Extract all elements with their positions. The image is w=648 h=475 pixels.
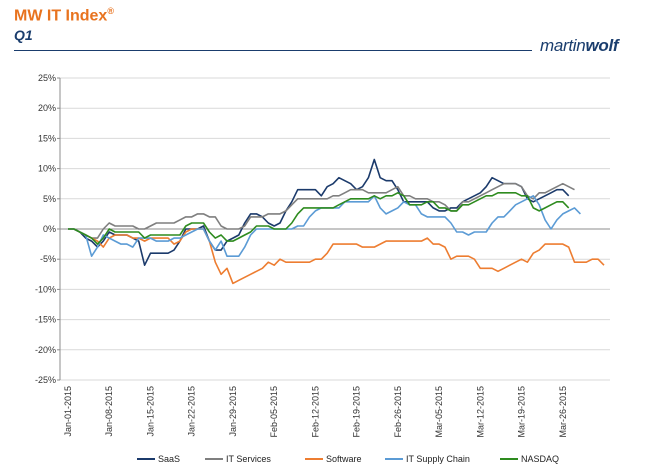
x-tick-label: Mar-05-2015 <box>434 386 444 438</box>
y-tick-label: -25% <box>35 375 56 385</box>
x-tick-label: Feb-05-2015 <box>269 386 279 438</box>
chart-title-text: MW IT Index <box>14 7 108 25</box>
x-tick-label: Feb-19-2015 <box>352 386 362 438</box>
y-tick-label: 15% <box>38 133 56 143</box>
chart-series <box>68 158 605 285</box>
chart-legend: SaaS IT Services Software IT Supply Chain NA… <box>137 454 559 464</box>
series-line-it-services <box>68 182 575 239</box>
x-tick-label: Jan-08-2015 <box>104 386 114 437</box>
x-tick-label: Mar-19-2015 <box>517 386 527 438</box>
logo-part1: martin <box>540 36 586 55</box>
x-tick-label: Feb-26-2015 <box>393 386 403 438</box>
y-tick-label: -10% <box>35 284 56 294</box>
y-tick-label: -20% <box>35 345 56 355</box>
y-tick-label: 20% <box>38 103 56 113</box>
x-tick-label: Jan-15-2015 <box>145 386 155 437</box>
legend-label: IT Services <box>226 454 271 464</box>
x-tick-label: Mar-12-2015 <box>475 386 485 438</box>
chart-title: MW IT Index® <box>14 6 114 25</box>
legend-label: IT Supply Chain <box>406 454 470 464</box>
y-tick-label: -15% <box>35 315 56 325</box>
series-line-saas <box>68 158 570 267</box>
registered-mark: ® <box>107 6 114 16</box>
legend-label: Software <box>326 454 362 464</box>
series-line-software <box>68 228 605 285</box>
x-axis-ticks: Jan-01-2015 Jan-08-2015 Jan-15-2015 Jan-22-… <box>63 386 568 438</box>
y-tick-label: 25% <box>38 73 56 83</box>
logo-part2: wolf <box>585 36 619 55</box>
y-tick-label: 5% <box>43 194 56 204</box>
y-axis-ticks: 25% 20% 15% 10% 5% 0% -5% -10% -15% -20% -25% <box>35 73 60 385</box>
legend-label: NASDAQ <box>521 454 559 464</box>
header-divider <box>14 50 532 51</box>
chart-subtitle: Q1 <box>14 27 33 43</box>
x-tick-label: Jan-22-2015 <box>187 386 197 437</box>
y-tick-label: 10% <box>38 164 56 174</box>
y-tick-label: -5% <box>40 254 56 264</box>
legend-label: SaaS <box>158 454 180 464</box>
series-line-nasdaq <box>68 192 570 245</box>
series-line-it-supply-chain <box>68 195 581 258</box>
x-tick-label: Jan-29-2015 <box>228 386 238 437</box>
x-tick-label: Feb-12-2015 <box>310 386 320 438</box>
y-tick-label: 0% <box>43 224 56 234</box>
x-tick-label: Jan-01-2015 <box>63 386 73 437</box>
company-logo: martinwolf <box>540 36 619 56</box>
x-tick-label: Mar-26-2015 <box>558 386 568 438</box>
